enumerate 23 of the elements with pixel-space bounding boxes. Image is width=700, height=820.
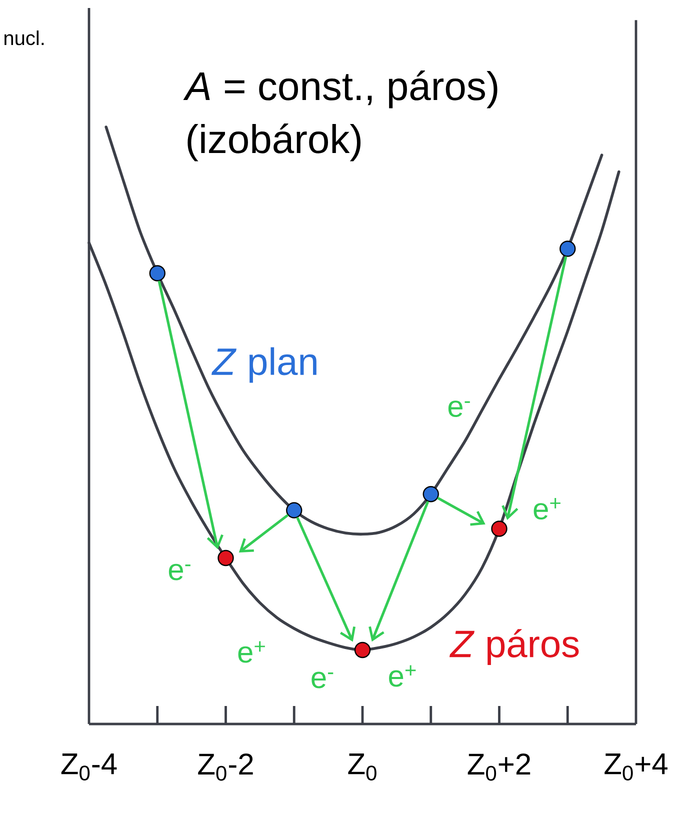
point [560,240,576,257]
point [422,486,439,502]
point [354,642,371,658]
point [286,502,302,518]
annotation: e$^{+}$ [238,641,265,663]
annotation: e$^{-}$ [168,564,190,580]
x-tick-label: Z$_{0}$+4 [604,754,668,780]
x-tick-label: Z$_{0}$+2 [468,754,530,781]
annotation: e$^{-}$ [312,672,334,688]
text: Z páros [449,629,579,665]
text: nucl. [4,30,44,46]
annotation: e$^{-}$ [448,400,470,417]
point [149,265,166,282]
text: Z plan [211,347,316,383]
x-tick-label: Z$_{0}$ [348,754,376,780]
chart-title: A = const., páros) [183,70,498,108]
annotation: e$^{+}$ [534,498,560,520]
x-tick-label: Z$_{0}$-4 [61,754,117,780]
chart-subtitle: (izobárok) [188,124,361,162]
x-tick-label: Z$_{0}$-2 [198,754,253,781]
point [218,550,234,566]
point [491,520,508,537]
annotation: e$^{+}$ [389,665,416,687]
